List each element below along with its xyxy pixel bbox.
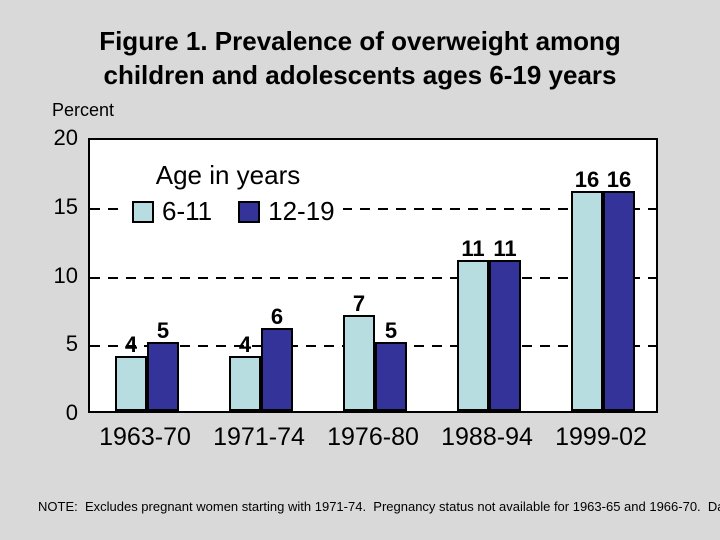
legend-title: Age in years — [155, 160, 301, 190]
bar-6-11-1988-94 — [457, 260, 489, 411]
bar-value-label: 4 — [238, 332, 252, 357]
y-tick-label-20: 20 — [53, 125, 78, 150]
bar-6-11-1971-74 — [229, 356, 261, 411]
bar-6-11-1999-02 — [571, 191, 603, 411]
x-axis-label-1971-74: 1971-74 — [213, 423, 305, 451]
figure-title: Figure 1. Prevalence of overweight among… — [0, 24, 720, 92]
legend: 6-11 12-19 — [124, 193, 343, 230]
y-tick-label-0: 0 — [65, 400, 78, 425]
bar-value-label: 4 — [124, 332, 138, 357]
gridline-10 — [90, 276, 656, 279]
bar-value-label: 6 — [270, 304, 284, 329]
x-axis-label-1999-02: 1999-02 — [555, 423, 647, 451]
x-axis-label-1963-70: 1963-70 — [99, 423, 191, 451]
y-tick-label-15: 15 — [53, 193, 78, 219]
bar-12-19-1976-80 — [375, 342, 407, 411]
bar-value-label: 7 — [352, 291, 366, 316]
chart-notes: NOTE: Excludes pregnant women starting w… — [38, 467, 720, 540]
legend-swatch-12-19 — [238, 200, 261, 223]
y-tick-label-10: 10 — [53, 262, 78, 288]
y-axis-unit-label: Percent — [52, 100, 115, 120]
figure-title-line1: Figure 1. Prevalence of overweight among — [99, 26, 621, 56]
gridline-15 — [90, 207, 656, 210]
bar-value-label: 16 — [574, 167, 600, 192]
bar-12-19-1971-74 — [261, 328, 293, 411]
bar-6-11-1976-80 — [343, 315, 375, 411]
bar-6-11-1963-70 — [115, 356, 147, 411]
note-line-1: NOTE: Excludes pregnant women starting w… — [38, 499, 720, 514]
legend-swatch-6-11 — [132, 200, 154, 223]
legend-label-6-11: 6-11 — [162, 196, 213, 226]
y-tick-label-5: 5 — [65, 331, 78, 357]
bar-12-19-1999-02 — [603, 191, 635, 411]
bar-value-label: 11 — [493, 236, 517, 261]
bar-value-label: 16 — [606, 167, 632, 192]
legend-label-12-19: 12-19 — [268, 196, 335, 226]
bar-value-label: 11 — [461, 236, 485, 261]
bar-value-label: 5 — [384, 318, 398, 343]
bar-12-19-1963-70 — [147, 342, 179, 411]
bar-value-label: 5 — [156, 318, 170, 343]
plot-area: 4 5 4 6 7 5 11 11 16 16 — [88, 138, 658, 413]
x-axis-label-1988-94: 1988-94 — [441, 423, 533, 451]
figure-title-line2: children and adolescents ages 6-19 years — [103, 60, 617, 90]
x-axis-label-1976-80: 1976-80 — [327, 423, 419, 451]
bar-12-19-1988-94 — [489, 260, 521, 411]
